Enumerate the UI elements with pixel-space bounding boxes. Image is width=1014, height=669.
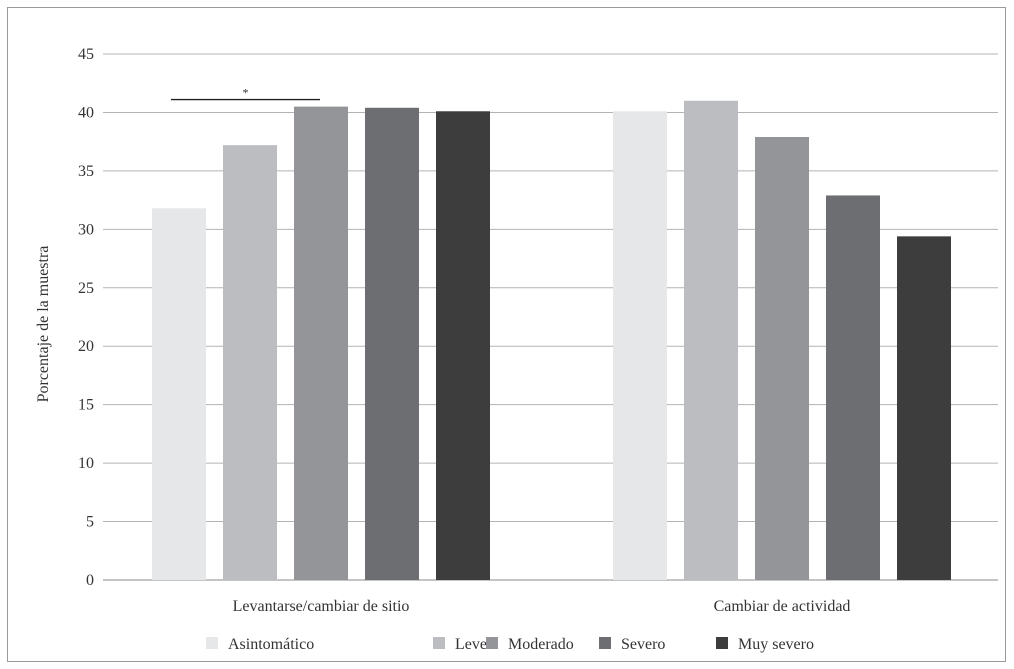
- legend-label: Asintomático: [228, 636, 314, 653]
- legend-item: Muy severo: [716, 636, 814, 653]
- bar-1-3: [294, 106, 348, 580]
- legend-label: Severo: [621, 636, 665, 653]
- bar-1-4: [365, 107, 419, 580]
- y-tick-label: 5: [86, 514, 94, 531]
- legend-swatch: [599, 637, 611, 649]
- bar-2-5: [897, 236, 951, 580]
- legend-item: Moderado: [486, 636, 574, 653]
- category-label: Cambiar de actividad: [714, 598, 851, 615]
- annotations: *: [171, 86, 320, 101]
- y-axis-ticks: 0 5 10 15 20 25 30 35 40 45: [78, 46, 94, 589]
- bar-chart: 0 5 10 15 20 25 30 35 40 45 * Levantarse/cambiar …: [35, 46, 998, 653]
- legend-label: Leve: [455, 636, 487, 653]
- legend-item: Asintomático: [206, 636, 314, 653]
- y-tick-label: 30: [78, 221, 94, 238]
- bar-1-5: [436, 111, 490, 580]
- legend-item: Severo: [599, 636, 665, 653]
- y-tick-label: 35: [78, 163, 94, 180]
- bar-2-2: [684, 100, 738, 580]
- y-tick-label: 40: [78, 104, 94, 121]
- legend-swatch: [433, 637, 445, 649]
- category-label: Levantarse/cambiar de sitio: [233, 598, 410, 615]
- legend-swatch: [486, 637, 498, 649]
- y-axis-title: Porcentaje de la muestra: [35, 246, 52, 403]
- y-tick-label: 0: [86, 572, 94, 589]
- legend-item: Leve: [433, 636, 487, 653]
- bar-1-2: [223, 145, 277, 580]
- y-tick-label: 45: [78, 46, 94, 63]
- y-tick-label: 15: [78, 397, 94, 414]
- bar-2-1: [613, 111, 667, 580]
- bar-1-1: [152, 208, 206, 580]
- chart-frame: 0 5 10 15 20 25 30 35 40 45 * Levantarse/cambiar …: [7, 7, 1006, 662]
- bars: [152, 100, 951, 581]
- legend-swatch: [206, 637, 218, 649]
- legend: Asintomático Leve Moderado Severo Muy severo: [206, 636, 814, 653]
- legend-swatch: [716, 637, 728, 649]
- legend-label: Muy severo: [738, 636, 814, 653]
- bar-2-4: [826, 195, 880, 581]
- y-tick-label: 20: [78, 338, 94, 355]
- y-tick-label: 25: [78, 280, 94, 297]
- legend-label: Moderado: [508, 636, 574, 653]
- x-axis-categories: Levantarse/cambiar de sitio Cambiar de ac…: [233, 598, 851, 615]
- y-tick-label: 10: [78, 455, 94, 472]
- significance-asterisk: *: [243, 86, 249, 100]
- bar-2-3: [755, 136, 809, 581]
